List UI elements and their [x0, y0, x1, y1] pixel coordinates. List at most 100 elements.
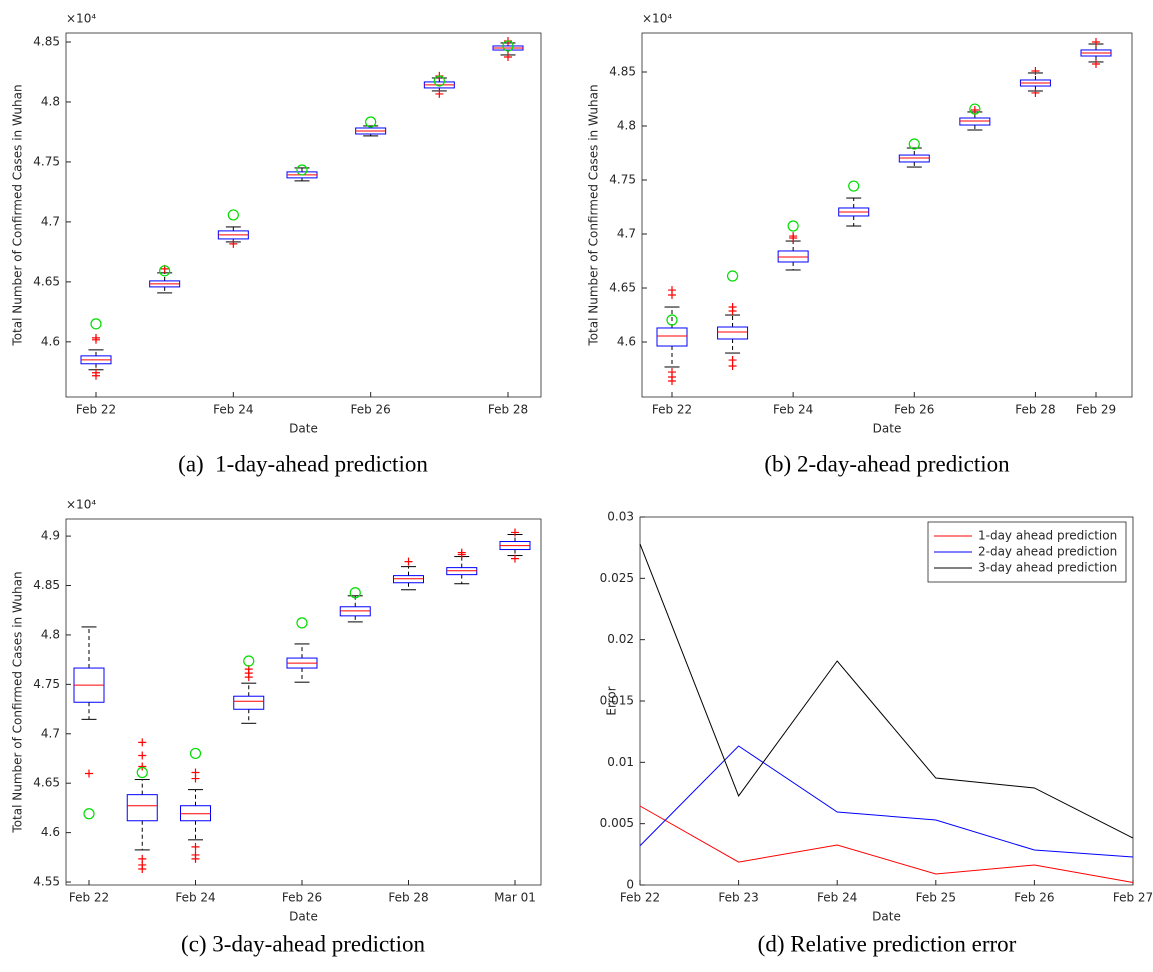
outlier [435, 89, 444, 98]
actual-value [969, 103, 981, 115]
actual-value [90, 318, 102, 330]
x-tick-label: Feb 26 [894, 403, 934, 417]
outlier [1031, 67, 1040, 76]
y-multiplier: ×10⁴ [642, 12, 672, 26]
x-tick-label: Mar 01 [494, 891, 536, 905]
axes-frame [65, 32, 542, 398]
caption: (a) 1-day-ahead prediction [178, 451, 428, 476]
actual-value [349, 587, 361, 599]
caption: (c) 3-day-ahead prediction [181, 931, 425, 956]
y-tick-label: 4.9 [41, 529, 60, 543]
series-line [639, 745, 1134, 858]
box [717, 326, 749, 340]
outlier [404, 557, 413, 566]
outlier [85, 769, 93, 778]
y-axis-label: Error [605, 686, 619, 715]
outlier [138, 751, 147, 760]
x-tick-label: Feb 28 [1015, 403, 1055, 417]
x-tick-label: Feb 23 [718, 891, 758, 905]
axes-frame [641, 32, 1133, 398]
x-tick-label: Feb 22 [76, 403, 116, 417]
y-tick-label: 4.65 [33, 776, 60, 790]
legend-label: 1-day ahead prediction [978, 529, 1117, 543]
y-tick-label: 4.85 [609, 64, 636, 78]
y-tick-label: 4.8 [41, 627, 60, 641]
actual-value [227, 209, 239, 221]
y-tick-label: 4.6 [617, 335, 636, 349]
axes-frame [65, 518, 542, 886]
y-tick-label: 4.7 [617, 227, 636, 241]
x-tick-label: Feb 22 [620, 891, 660, 905]
y-axis-label: Total Number of Confirmed Cases in Wuhan [11, 84, 25, 346]
y-tick-label: 4.7 [41, 726, 60, 740]
x-tick-label: Feb 22 [69, 891, 109, 905]
outlier [511, 528, 519, 537]
legend-label: 2-day ahead prediction [978, 545, 1117, 559]
y-tick-label: 0.015 [600, 694, 634, 708]
x-axis-label: Date [873, 422, 902, 436]
box [898, 154, 930, 163]
x-axis-label: Date [872, 910, 901, 924]
outlier [138, 864, 147, 873]
legend-label: 3-day ahead prediction [978, 561, 1117, 575]
x-tick-label: Feb 29 [1076, 403, 1116, 417]
outlier [92, 333, 100, 342]
y-tick-label: 4.7 [41, 214, 60, 228]
x-tick-label: Feb 24 [175, 891, 215, 905]
y-tick-label: 0.01 [607, 755, 634, 769]
actual-value [848, 180, 860, 192]
box [777, 250, 809, 263]
x-tick-label: Feb 22 [652, 403, 692, 417]
outlier [191, 854, 200, 863]
y-tick-label: 4.75 [609, 173, 636, 187]
x-tick-label: Feb 28 [488, 403, 528, 417]
caption: (b) 2-day-ahead prediction [764, 451, 1010, 476]
y-tick-label: 4.8 [41, 94, 60, 108]
actual-value [189, 747, 202, 760]
actual-value [787, 220, 799, 232]
y-tick-label: 4.55 [33, 875, 60, 889]
y-axis-label: Total Number of Confirmed Cases in Wuhan [587, 84, 601, 346]
y-tick-label: 4.75 [33, 154, 60, 168]
actual-value [296, 617, 308, 629]
outlier [229, 239, 238, 248]
y-tick-label: 4.75 [33, 677, 60, 691]
outlier [1092, 37, 1100, 46]
y-tick-label: 4.6 [41, 825, 60, 839]
outlier [1092, 59, 1100, 68]
box [126, 794, 158, 822]
x-tick-label: Feb 26 [350, 403, 390, 417]
outlier [668, 377, 676, 386]
outlier [668, 291, 676, 300]
actual-value [159, 265, 171, 277]
outlier [511, 554, 519, 563]
y-tick-label: 4.8 [617, 118, 636, 132]
actual-value [666, 314, 678, 326]
outlier [244, 673, 253, 682]
x-axis-label: Date [289, 910, 318, 924]
actual-value [296, 164, 308, 176]
y-tick-label: 4.6 [41, 334, 60, 348]
y-tick-label: 0.005 [600, 816, 634, 830]
outlier [504, 52, 512, 61]
y-tick-label: 4.85 [33, 578, 60, 592]
y-tick-label: 0.025 [600, 571, 634, 585]
y-tick-label: 0 [626, 878, 634, 892]
x-tick-label: Feb 24 [213, 403, 253, 417]
x-tick-label: Feb 24 [817, 891, 857, 905]
outlier [191, 774, 200, 783]
outlier [138, 762, 147, 771]
box [656, 327, 688, 347]
outlier [457, 550, 466, 559]
actual-value [502, 40, 514, 52]
x-tick-label: Feb 25 [916, 891, 956, 905]
x-tick-label: Feb 28 [388, 891, 428, 905]
series-line [639, 805, 1134, 884]
caption: (d) Relative prediction error [758, 931, 1017, 956]
y-tick-label: 0.03 [607, 510, 634, 524]
actual-value [908, 138, 920, 150]
outlier [1031, 88, 1040, 97]
actual-value [136, 766, 148, 779]
x-tick-label: Feb 26 [282, 891, 322, 905]
y-tick-label: 4.65 [609, 281, 636, 295]
